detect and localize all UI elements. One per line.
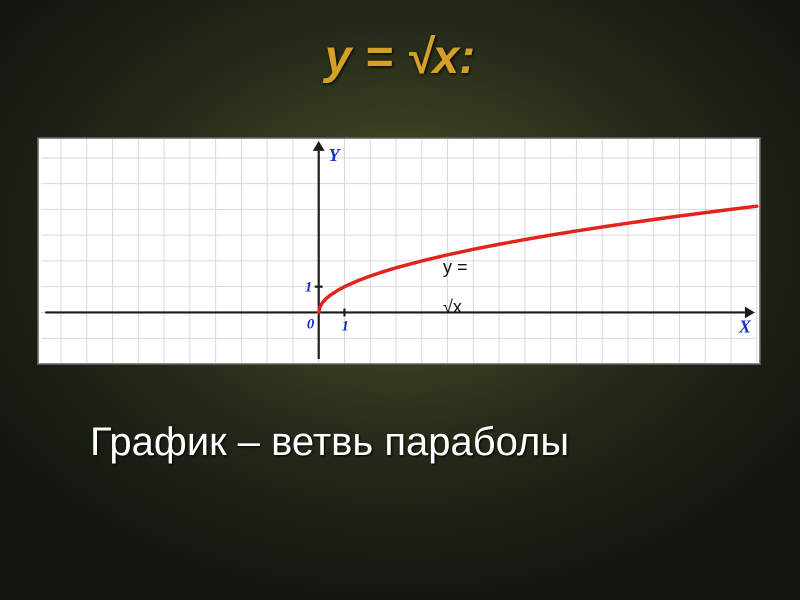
curve-label-line1: y = bbox=[443, 257, 468, 277]
svg-text:X: X bbox=[738, 316, 752, 336]
chart-panel: 0 1 1 X Y y = √x bbox=[38, 138, 760, 364]
curve-label: y = √x bbox=[423, 239, 468, 338]
svg-text:1: 1 bbox=[342, 318, 349, 334]
svg-text:0: 0 bbox=[307, 316, 315, 332]
svg-text:Y: Y bbox=[329, 145, 342, 165]
chart-caption: График – ветвь параболы bbox=[90, 420, 569, 465]
curve-label-line2: √x bbox=[443, 297, 462, 317]
svg-text:1: 1 bbox=[305, 280, 312, 296]
page-title: y = √x: bbox=[0, 30, 800, 85]
sqrt-chart: 0 1 1 X Y bbox=[39, 139, 759, 363]
